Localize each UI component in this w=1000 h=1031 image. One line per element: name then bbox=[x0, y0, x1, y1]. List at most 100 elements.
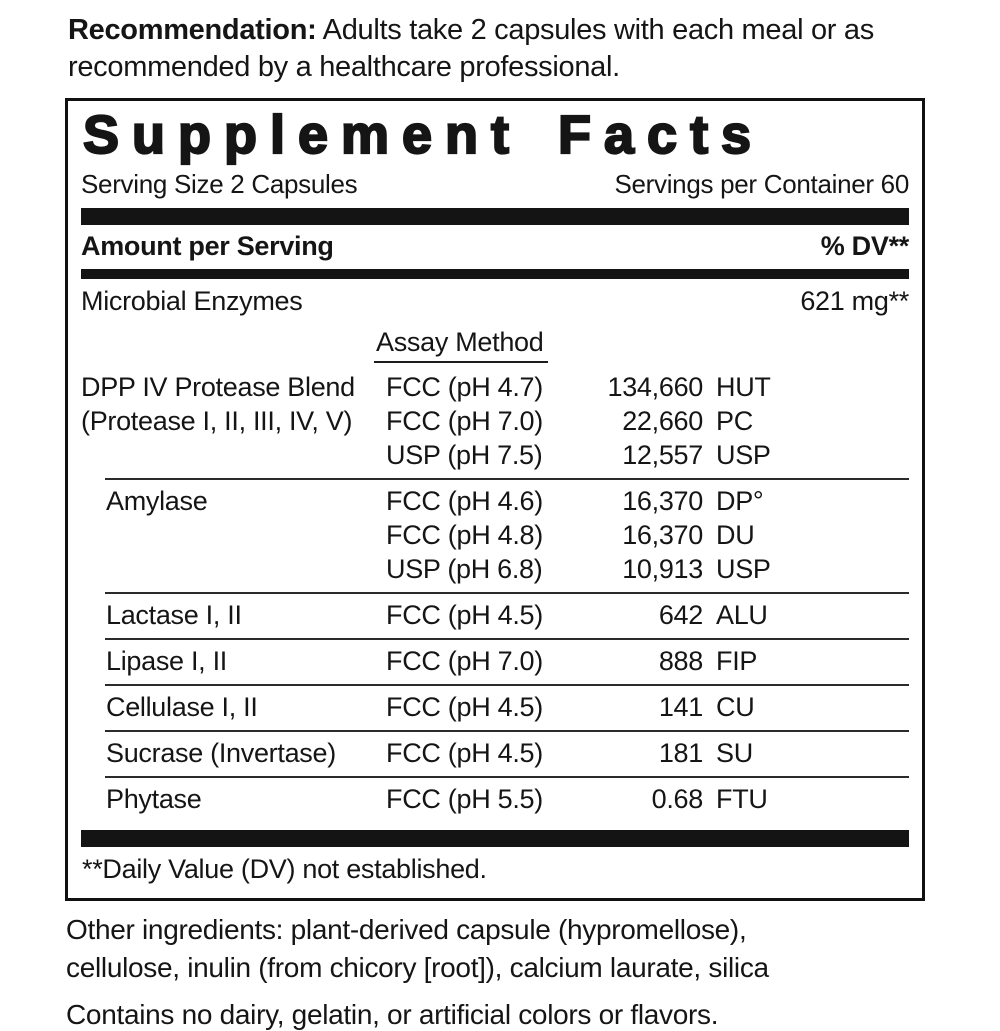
assay-value: 642 bbox=[658, 600, 703, 630]
group-rows: FCC (pH 4.6) 16,370 DP° FCC (pH 4.8) 16,… bbox=[386, 484, 909, 586]
assay-row: USP (pH 6.8) 10,913 USP bbox=[386, 552, 909, 586]
assay-method: FCC (pH 7.0) bbox=[386, 406, 543, 436]
assay-row: FCC (pH 4.5) 181 SU bbox=[386, 736, 909, 770]
assay-row: FCC (pH 7.0) 888 FIP bbox=[386, 644, 909, 678]
row-divider bbox=[105, 638, 909, 640]
ingredient-name: Sucrase (Invertase) bbox=[106, 738, 336, 768]
assay-unit: HUT bbox=[716, 372, 771, 402]
group-rows: FCC (pH 4.7) 134,660 HUT FCC (pH 7.0) 22… bbox=[386, 370, 909, 472]
supplement-facts-panel: Supplement Facts Serving Size 2 Capsules… bbox=[65, 98, 925, 901]
assay-value: 181 bbox=[658, 738, 703, 768]
assay-method: FCC (pH 4.7) bbox=[386, 372, 543, 402]
ingredient-name: DPP IV Protease Blend (Protease I, II, I… bbox=[81, 372, 355, 436]
assay-row: FCC (pH 4.6) 16,370 DP° bbox=[386, 484, 909, 518]
group-body: Lipase I, II FCC (pH 7.0) 888 FIP bbox=[81, 644, 909, 678]
assay-unit: DU bbox=[716, 520, 755, 550]
assay-row: FCC (pH 4.5) 642 ALU bbox=[386, 598, 909, 632]
thick-divider-top bbox=[81, 208, 909, 225]
assay-method: USP (pH 7.5) bbox=[386, 440, 543, 470]
recommendation-label: Recommendation: bbox=[68, 14, 317, 46]
assay-value: 10,913 bbox=[622, 554, 703, 584]
assay-unit: USP bbox=[716, 440, 771, 470]
assay-unit: USP bbox=[716, 554, 771, 584]
ingredient-group-amylase: Amylase FCC (pH 4.6) 16,370 DP° FCC (pH … bbox=[81, 480, 909, 592]
row-divider bbox=[105, 478, 909, 480]
total-name: Microbial Enzymes bbox=[81, 286, 303, 316]
assay-method: FCC (pH 4.5) bbox=[386, 738, 543, 768]
assay-value: 134,660 bbox=[607, 372, 704, 402]
assay-method: FCC (pH 4.8) bbox=[386, 520, 543, 550]
assay-unit: PC bbox=[716, 406, 753, 436]
amount-per-serving-header: Amount per Serving bbox=[81, 231, 334, 261]
amount-header-row: Amount per Serving % DV** bbox=[81, 225, 909, 269]
assay-row: FCC (pH 4.5) 141 CU bbox=[386, 690, 909, 724]
assay-row: FCC (pH 4.8) 16,370 DU bbox=[386, 518, 909, 552]
row-divider bbox=[105, 776, 909, 778]
row-divider bbox=[105, 730, 909, 732]
assay-row: USP (pH 7.5) 12,557 USP bbox=[386, 438, 909, 472]
ingredient-name: Amylase bbox=[106, 486, 208, 516]
contains-statement: Contains no dairy, gelatin, or artificia… bbox=[66, 999, 719, 1030]
assay-row: FCC (pH 5.5) 0.68 FTU bbox=[386, 782, 909, 816]
assay-value: 16,370 bbox=[622, 486, 703, 516]
group-rows: FCC (pH 4.5) 642 ALU bbox=[386, 598, 909, 632]
group-body: Cellulase I, II FCC (pH 4.5) 141 CU bbox=[81, 690, 909, 724]
assay-unit: CU bbox=[716, 692, 755, 722]
other-ingredients: Other ingredients: plant-derived capsule… bbox=[66, 914, 769, 983]
group-body: Amylase FCC (pH 4.6) 16,370 DP° FCC (pH … bbox=[81, 484, 909, 586]
total-row: Microbial Enzymes 621 mg** bbox=[81, 279, 909, 321]
row-divider bbox=[105, 684, 909, 686]
assay-method: FCC (pH 5.5) bbox=[386, 784, 543, 814]
ingredient-name: Cellulase I, II bbox=[106, 692, 258, 722]
ingredient-group-lactase: Lactase I, II FCC (pH 4.5) 642 ALU bbox=[81, 594, 909, 638]
assay-value: 22,660 bbox=[622, 406, 703, 436]
assay-value: 0.68 bbox=[651, 784, 704, 814]
group-rows: FCC (pH 4.5) 141 CU bbox=[386, 690, 909, 724]
assay-unit: SU bbox=[716, 738, 753, 768]
group-rows: FCC (pH 5.5) 0.68 FTU bbox=[386, 782, 909, 816]
assay-unit: FIP bbox=[716, 646, 758, 676]
percent-dv-header: % DV** bbox=[820, 231, 910, 261]
group-body: Lactase I, II FCC (pH 4.5) 642 ALU bbox=[81, 598, 909, 632]
recommendation-text: Adults take 2 capsules with each meal or… bbox=[68, 14, 874, 83]
assay-method: FCC (pH 4.6) bbox=[386, 486, 543, 516]
assay-method: FCC (pH 7.0) bbox=[386, 646, 543, 676]
assay-value: 12,557 bbox=[622, 440, 703, 470]
assay-value: 141 bbox=[658, 692, 703, 722]
assay-method-header: Assay Method bbox=[374, 327, 549, 363]
serving-size: Serving Size 2 Capsules bbox=[81, 169, 358, 199]
ingredient-group-phytase: Phytase FCC (pH 5.5) 0.68 FTU bbox=[81, 778, 909, 822]
group-rows: FCC (pH 4.5) 181 SU bbox=[386, 736, 909, 770]
assay-row: FCC (pH 4.7) 134,660 HUT bbox=[386, 370, 909, 404]
medium-divider bbox=[81, 269, 909, 279]
servings-per-container: Servings per Container 60 bbox=[614, 169, 909, 199]
ingredient-name: Phytase bbox=[106, 784, 202, 814]
ingredient-group-lipase: Lipase I, II FCC (pH 7.0) 888 FIP bbox=[81, 640, 909, 684]
ingredient-group-cellulase: Cellulase I, II FCC (pH 4.5) 141 CU bbox=[81, 686, 909, 730]
thick-divider-bottom bbox=[81, 830, 909, 847]
recommendation: Recommendation: Adults take 2 capsules w… bbox=[68, 12, 938, 86]
panel-title: Supplement Facts bbox=[82, 104, 765, 166]
assay-unit: ALU bbox=[716, 600, 768, 630]
ingredient-group-sucrase: Sucrase (Invertase) FCC (pH 4.5) 181 SU bbox=[81, 732, 909, 776]
assay-method: FCC (pH 4.5) bbox=[386, 692, 543, 722]
ingredient-name: Lactase I, II bbox=[106, 600, 242, 630]
ingredient-name: Lipase I, II bbox=[106, 646, 227, 676]
assay-unit: DP° bbox=[716, 486, 764, 516]
assay-method-header-row: Assay Method bbox=[374, 327, 909, 363]
total-amount: 621 mg** bbox=[800, 286, 909, 316]
serving-row: Serving Size 2 Capsules Servings per Con… bbox=[81, 168, 909, 200]
ingredient-group-dpp-iv-protease: DPP IV Protease Blend (Protease I, II, I… bbox=[81, 366, 909, 478]
assay-method: FCC (pH 4.5) bbox=[386, 600, 543, 630]
row-divider bbox=[105, 592, 909, 594]
assay-value: 16,370 bbox=[622, 520, 703, 550]
assay-value: 888 bbox=[658, 646, 703, 676]
assay-method: USP (pH 6.8) bbox=[386, 554, 543, 584]
dv-footnote: **Daily Value (DV) not established. bbox=[82, 854, 487, 884]
group-body: Sucrase (Invertase) FCC (pH 4.5) 181 SU bbox=[81, 736, 909, 770]
assay-row: FCC (pH 7.0) 22,660 PC bbox=[386, 404, 909, 438]
group-rows: FCC (pH 7.0) 888 FIP bbox=[386, 644, 909, 678]
assay-unit: FTU bbox=[716, 784, 768, 814]
group-body: DPP IV Protease Blend (Protease I, II, I… bbox=[81, 370, 909, 472]
